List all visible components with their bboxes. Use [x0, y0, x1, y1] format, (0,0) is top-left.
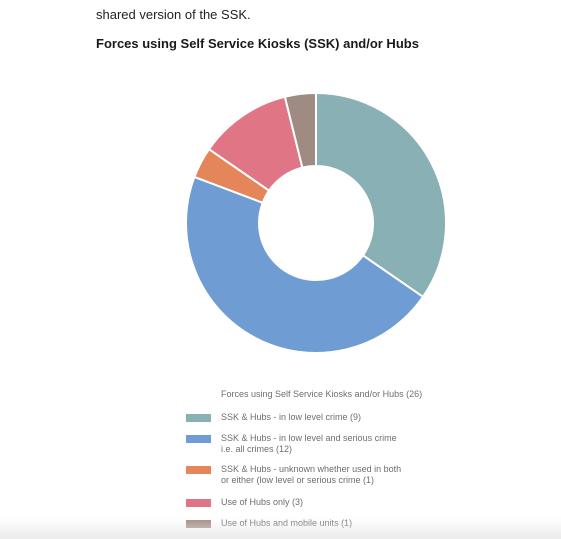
legend-swatch — [186, 435, 211, 443]
legend-swatch — [186, 414, 211, 422]
bottom-fade — [0, 517, 561, 539]
legend-label-line: SSK & Hubs - in low level crime (9) — [221, 412, 362, 422]
legend-label: SSK & Hubs - in low level and serious cr… — [221, 433, 481, 455]
donut-slice-5 — [283, 91, 317, 169]
donut-chart — [185, 91, 447, 354]
donut-slice-2 — [185, 175, 425, 354]
legend-swatch — [186, 499, 211, 507]
legend-label: SSK & Hubs - unknown whether used in bot… — [221, 464, 481, 486]
legend-label: SSK & Hubs - in low level crime (9) — [221, 412, 481, 423]
legend-label-line: Use of Hubs only (3) — [221, 497, 304, 507]
legend-swatch — [186, 466, 211, 474]
donut-slice-1 — [315, 91, 447, 299]
chart-title: Forces using Self Service Kiosks (SSK) a… — [96, 36, 419, 51]
legend-title: Forces using Self Service Kiosks and/or … — [221, 389, 423, 399]
legend-label-line: or either (low level or serious crime (1… — [221, 475, 375, 485]
legend-label-line: SSK & Hubs - unknown whether used in bot… — [221, 464, 402, 474]
legend-label-line: SSK & Hubs - in low level and serious cr… — [221, 433, 397, 443]
legend-label: Use of Hubs only (3) — [221, 497, 481, 508]
legend-label-line: i.e. all crimes (12) — [221, 444, 293, 454]
intro-text: shared version of the SSK. — [96, 7, 251, 22]
